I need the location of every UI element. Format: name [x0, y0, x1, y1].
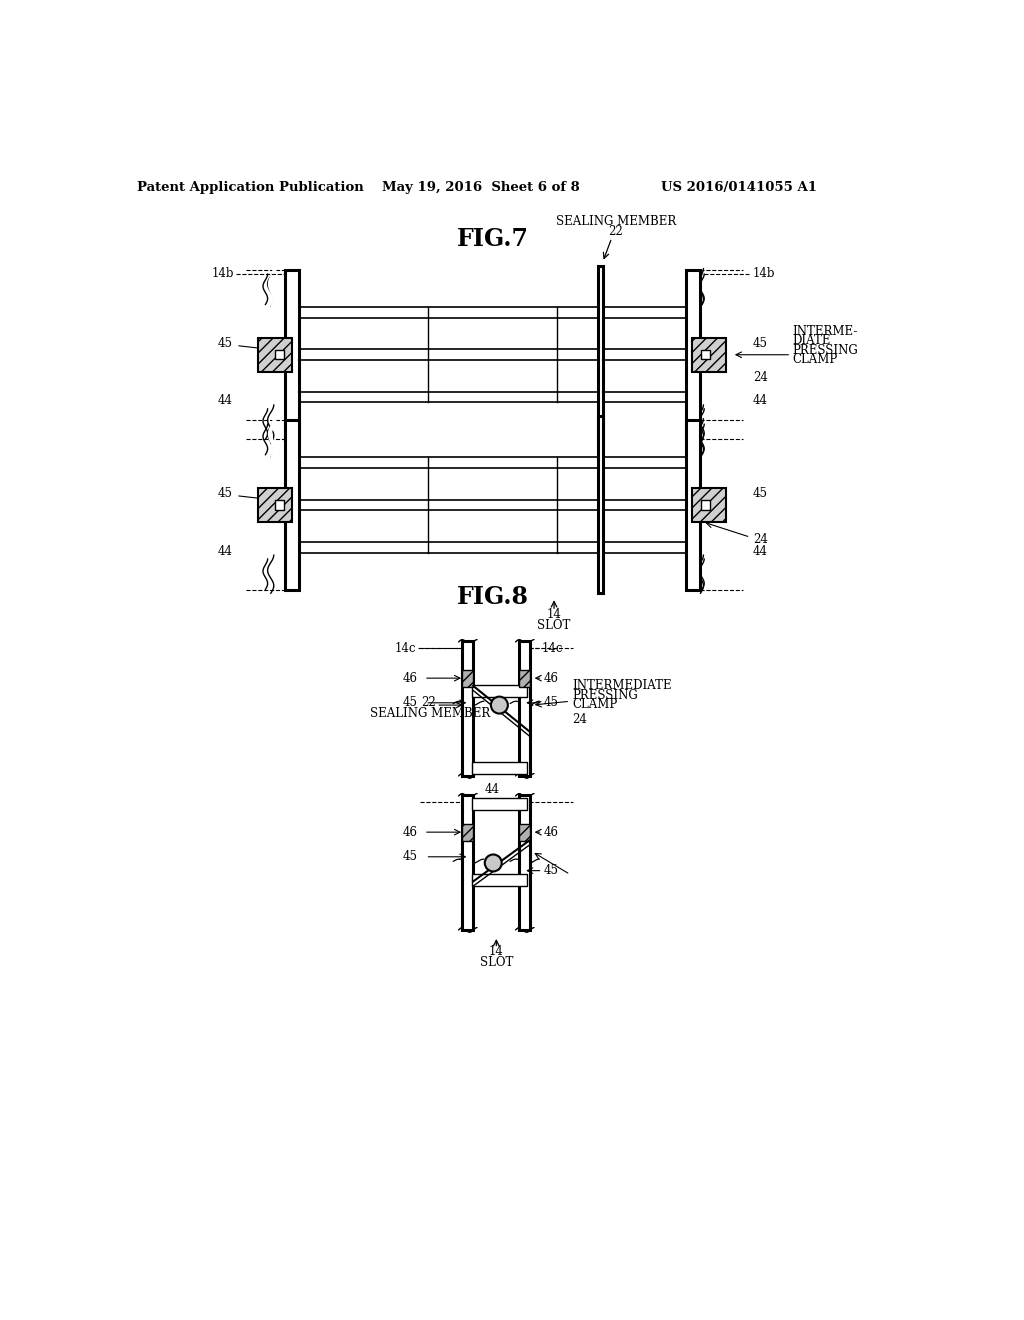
Text: 24: 24: [572, 713, 588, 726]
Text: SLOT: SLOT: [479, 956, 513, 969]
Bar: [686, 271, 699, 440]
Text: 22: 22: [421, 696, 435, 709]
Text: 46: 46: [402, 672, 418, 685]
Bar: [598, 267, 603, 444]
Text: INTERMEDIATE: INTERMEDIATE: [572, 680, 672, 693]
Bar: [472, 762, 527, 775]
Bar: [299, 308, 686, 318]
Bar: [519, 642, 530, 776]
Text: 44: 44: [217, 395, 232, 408]
Bar: [299, 543, 686, 553]
Circle shape: [484, 854, 502, 871]
Text: 44: 44: [753, 395, 768, 408]
Bar: [598, 416, 603, 594]
Bar: [258, 338, 292, 372]
Text: 44: 44: [485, 783, 500, 796]
Text: 24: 24: [753, 533, 768, 546]
Text: 14c: 14c: [542, 642, 563, 655]
Text: FIG.8: FIG.8: [457, 585, 528, 610]
Text: 14: 14: [488, 945, 504, 958]
Text: 45: 45: [544, 696, 559, 709]
Bar: [519, 669, 530, 686]
Bar: [701, 350, 711, 359]
Bar: [463, 642, 473, 776]
Bar: [274, 500, 284, 510]
Text: 45: 45: [402, 850, 418, 863]
Bar: [463, 795, 473, 929]
Bar: [519, 824, 530, 841]
Bar: [286, 420, 299, 590]
Text: 24: 24: [753, 371, 768, 384]
Text: 14b: 14b: [212, 268, 234, 280]
Bar: [472, 874, 527, 886]
Circle shape: [490, 697, 508, 714]
Text: DIATE: DIATE: [793, 334, 831, 347]
Text: CLAMP: CLAMP: [572, 698, 617, 711]
Bar: [692, 338, 726, 372]
Bar: [274, 350, 284, 359]
Bar: [299, 350, 686, 360]
Text: 44: 44: [217, 545, 232, 557]
Text: FIG.7: FIG.7: [457, 227, 528, 251]
Text: 45: 45: [753, 487, 768, 500]
Text: 45: 45: [753, 337, 768, 350]
Bar: [286, 271, 299, 440]
Text: CLAMP: CLAMP: [793, 352, 838, 366]
Bar: [258, 488, 292, 521]
Text: 45: 45: [217, 487, 232, 500]
Bar: [472, 797, 527, 810]
Text: 46: 46: [544, 825, 559, 838]
Text: INTERME-: INTERME-: [793, 325, 858, 338]
Bar: [299, 499, 686, 511]
Text: 14b: 14b: [753, 268, 775, 280]
Text: PRESSING: PRESSING: [572, 689, 638, 702]
Bar: [299, 457, 686, 469]
Bar: [463, 824, 473, 841]
Bar: [686, 420, 699, 590]
Text: 46: 46: [402, 825, 418, 838]
Text: 22: 22: [608, 224, 623, 238]
Text: Patent Application Publication: Patent Application Publication: [136, 181, 364, 194]
Text: SEALING MEMBER: SEALING MEMBER: [556, 215, 676, 227]
Bar: [472, 685, 527, 697]
Bar: [701, 500, 711, 510]
Bar: [463, 669, 473, 686]
Text: 45: 45: [217, 337, 232, 350]
Text: 46: 46: [544, 672, 559, 685]
Bar: [299, 392, 686, 403]
Text: PRESSING: PRESSING: [793, 343, 858, 356]
Text: 14: 14: [547, 607, 561, 620]
Text: US 2016/0141055 A1: US 2016/0141055 A1: [660, 181, 817, 194]
Bar: [692, 488, 726, 521]
Bar: [519, 795, 530, 929]
Text: 45: 45: [544, 865, 559, 878]
Text: 45: 45: [402, 696, 418, 709]
Text: SEALING MEMBER: SEALING MEMBER: [370, 708, 490, 721]
Text: SLOT: SLOT: [538, 619, 570, 631]
Text: 44: 44: [753, 545, 768, 557]
Text: May 19, 2016  Sheet 6 of 8: May 19, 2016 Sheet 6 of 8: [382, 181, 580, 194]
Text: 14c: 14c: [394, 642, 416, 655]
